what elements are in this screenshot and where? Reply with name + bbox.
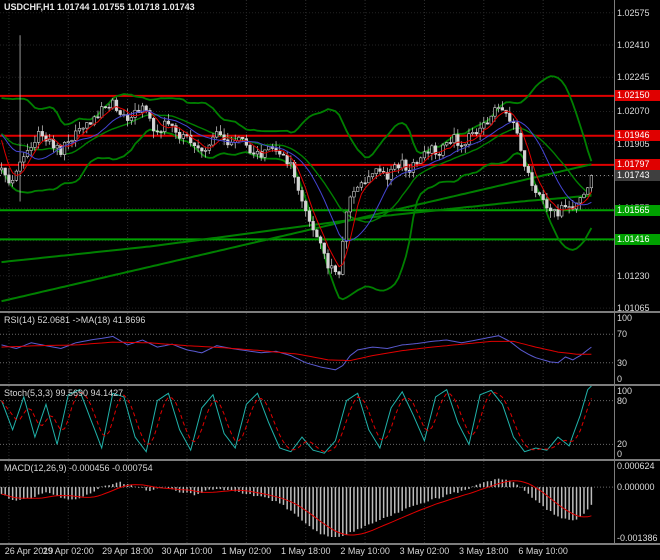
indicator-tick-label: 100 <box>617 313 633 323</box>
indicator-tick-label: 80 <box>617 395 628 406</box>
level-price-label: 1.01797 <box>615 159 660 171</box>
price-tick-label: 1.02410 <box>617 39 650 50</box>
stoch-main-line <box>1 386 592 454</box>
time-axis-label: 1 May 02:00 <box>221 546 272 556</box>
stochastic-label: Stoch(5,3,3) 99.5690 94.1427 <box>4 388 124 398</box>
rsi-label: RSI(14) 52.0681 ->MA(18) 41.8696 <box>4 315 146 325</box>
panel-separator[interactable] <box>0 384 660 386</box>
indicator-tick-label: 0.000000 <box>617 482 655 493</box>
time-axis-label: 1 May 18:00 <box>280 546 331 556</box>
rsi-line <box>1 335 592 371</box>
rsi-grid <box>0 313 614 384</box>
support-trendline <box>1 163 592 303</box>
time-axis-label: 2 May 10:00 <box>340 546 390 556</box>
macd-histogram <box>0 478 593 538</box>
chart-title: USDCHF,H1 1.01744 1.01755 1.01718 1.0174… <box>4 2 195 12</box>
time-axis[interactable]: 26 Apr 2019 29 Apr 02:00 29 Apr 18:00 30 Ap… <box>0 545 660 560</box>
ma-slow-line <box>1 110 592 242</box>
panel-separator <box>0 543 660 545</box>
panel-separator[interactable] <box>0 459 660 461</box>
level-price-label: 1.01565 <box>615 204 660 216</box>
long-ma-line <box>1 194 592 264</box>
price-tick-label: 1.02245 <box>617 72 650 83</box>
level-price-label: 1.01946 <box>615 130 660 142</box>
time-axis-label: 3 May 18:00 <box>459 546 509 556</box>
rsi-axis[interactable]: 100 70 30 0 <box>615 313 660 384</box>
ma-fast-line <box>1 105 592 268</box>
macd-canvas[interactable] <box>0 461 614 543</box>
indicator-tick-label: 0 <box>617 449 623 459</box>
time-axis-label: 3 May 02:00 <box>399 546 450 556</box>
current-price-label: 1.01743 <box>615 169 660 181</box>
main-chart-panel[interactable]: USDCHF,H1 1.01744 1.01755 1.01718 1.0174… <box>0 0 614 311</box>
time-axis-label: 29 Apr 02:00 <box>42 546 94 556</box>
time-axis-label: 30 Apr 10:00 <box>161 546 213 556</box>
level-price-label: 1.01416 <box>615 233 660 245</box>
stochastic-canvas[interactable] <box>0 386 614 459</box>
rsi-canvas[interactable] <box>0 313 614 384</box>
macd-axis[interactable]: 0.000624 0.000000 -0.001386 <box>615 461 660 543</box>
bollinger-lower-line <box>0 128 593 301</box>
indicator-tick-label: 70 <box>617 329 628 340</box>
bollinger-upper-line <box>1 75 593 162</box>
bollinger-bands <box>0 75 593 301</box>
macd-grid <box>0 461 614 543</box>
stochastic-panel[interactable]: Stoch(5,3,3) 99.5690 94.1427 <box>0 386 614 459</box>
indicator-tick-label: 20 <box>617 439 628 450</box>
price-tick-label: 1.01905 <box>617 138 650 149</box>
trend-lines <box>1 163 592 303</box>
macd-signal-line <box>1 480 592 536</box>
time-axis-label: 6 May 10:00 <box>518 546 568 556</box>
indicator-tick-label: 100 <box>617 386 633 396</box>
price-tick-label: 1.02575 <box>617 7 650 18</box>
price-tick-label: 1.01065 <box>617 303 650 314</box>
main-chart-canvas[interactable] <box>0 0 614 311</box>
time-axis-label: 29 Apr 18:00 <box>102 546 154 556</box>
stochastic-axis[interactable]: 100 80 20 0 <box>615 386 660 459</box>
rsi-panel[interactable]: RSI(14) 52.0681 ->MA(18) 41.8696 <box>0 313 614 384</box>
panel-separator[interactable] <box>0 311 660 313</box>
stoch-signal-line <box>1 391 592 453</box>
price-axis[interactable]: 1.02575 1.02410 1.02245 1.02070 1.01905 1.017… <box>615 0 660 314</box>
indicator-tick-label: -0.001386 <box>617 533 658 543</box>
indicator-tick-label: 0 <box>617 374 623 384</box>
indicator-tick-label: 0.000624 <box>617 461 655 471</box>
rsi-ma-line <box>1 340 592 362</box>
bollinger-middle-line <box>1 113 592 223</box>
macd-panel[interactable]: MACD(12,26,9) -0.000456 -0.000754 <box>0 461 614 543</box>
moving-averages <box>1 105 592 268</box>
axis-separator <box>614 0 615 543</box>
horizontal-levels <box>0 94 614 241</box>
price-tick-label: 1.01230 <box>617 270 650 281</box>
time-axis-label: 26 Apr 2019 <box>4 546 54 556</box>
level-price-label: 1.02150 <box>615 90 660 102</box>
price-tick-label: 1.02070 <box>617 106 650 117</box>
indicator-tick-label: 30 <box>617 357 628 368</box>
macd-label: MACD(12,26,9) -0.000456 -0.000754 <box>4 463 153 473</box>
